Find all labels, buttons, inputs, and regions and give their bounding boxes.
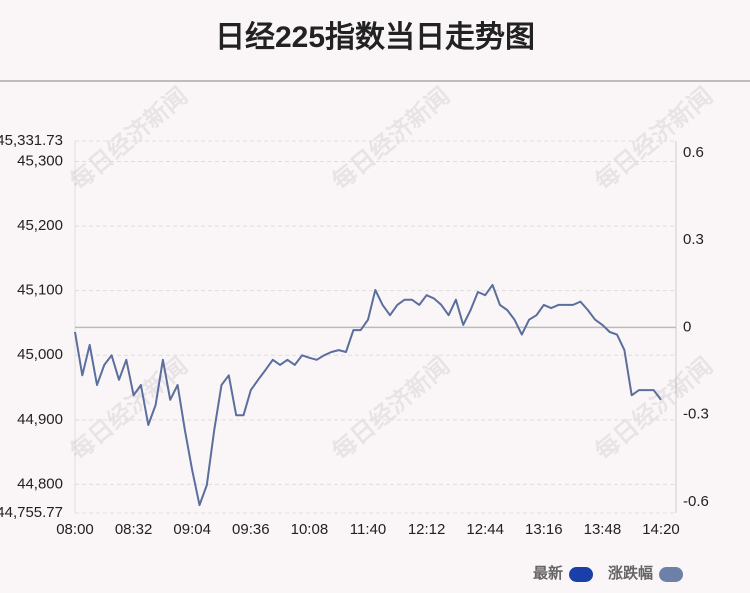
y-tick-label: 45,100: [17, 282, 63, 299]
y2-tick-label: 0.3: [683, 231, 704, 248]
y-tick-label: 44,800: [17, 475, 63, 492]
x-tick-label: 11:40: [350, 521, 386, 538]
y-tick-label: 45,000: [17, 346, 63, 363]
x-tick-label: 14:20: [642, 521, 680, 538]
y-tick-label: 44,900: [17, 411, 63, 428]
x-tick-label: 09:04: [173, 521, 211, 538]
x-tick-label: 12:44: [466, 521, 504, 538]
x-tick-label: 10:08: [291, 521, 329, 538]
chart-title: 日经225指数当日走势图: [215, 20, 535, 54]
y-tick-label: 45,200: [17, 217, 63, 234]
watermark: 每日经济新闻: [590, 82, 718, 196]
legend-label: 最新: [533, 564, 563, 582]
watermark: 每日经济新闻: [327, 352, 455, 466]
x-tick-label: 12:12: [408, 521, 446, 538]
y2-tick-label: -0.6: [683, 493, 709, 510]
x-tick-label: 09:36: [232, 521, 270, 538]
legend-label: 涨跌幅: [608, 564, 653, 582]
x-tick-label: 13:48: [584, 521, 622, 538]
y-tick-label: 44,755.77: [0, 504, 63, 521]
x-tick-label: 08:32: [115, 521, 153, 538]
y2-tick-label: 0: [683, 318, 691, 335]
y-tick-label: 45,331.73: [0, 132, 63, 149]
x-tick-label: 08:00: [56, 521, 94, 538]
watermark: 每日经济新闻: [65, 82, 193, 196]
price-line: [74, 283, 662, 507]
watermark: 每日经济新闻: [327, 82, 455, 196]
x-tick-label: 13:16: [525, 521, 563, 538]
legend-swatch: [569, 567, 594, 582]
y-tick-label: 45,300: [17, 152, 63, 169]
y2-tick-label: 0.6: [683, 144, 704, 161]
y2-tick-label: -0.3: [683, 406, 709, 423]
legend-swatch: [659, 567, 684, 582]
